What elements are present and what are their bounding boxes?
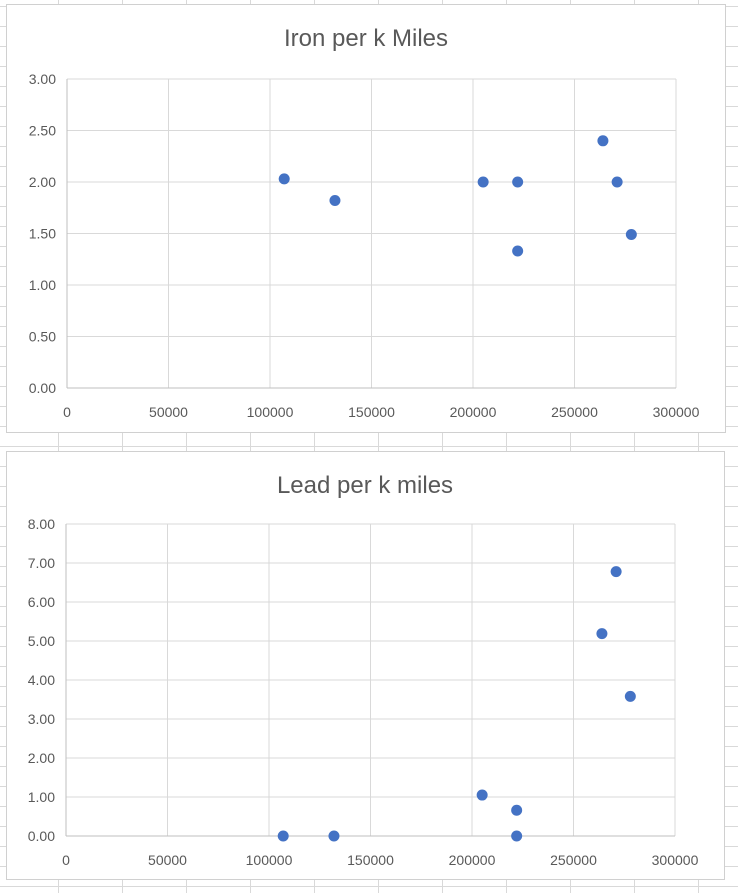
chart-title: Lead per k miles — [277, 472, 453, 499]
x-tick-label: 150000 — [347, 852, 394, 868]
data-points — [277, 566, 636, 842]
x-tick-label: 250000 — [551, 404, 598, 420]
x-tick-label: 50000 — [148, 852, 187, 868]
y-tick-label: 4.00 — [28, 672, 55, 688]
data-point[interactable] — [512, 245, 524, 257]
x-tick-label: 300000 — [653, 404, 700, 420]
y-tick-label: 1.00 — [29, 277, 56, 293]
iron-chart[interactable]: Iron per k Miles 0.00 0.50 1.00 1.50 2.00 2.5… — [6, 4, 726, 433]
data-point[interactable] — [328, 830, 340, 842]
data-point[interactable] — [597, 135, 609, 147]
iron-chart-svg: Iron per k Miles 0.00 0.50 1.00 1.50 2.00 2.5… — [29, 25, 700, 420]
y-tick-label: 2.50 — [29, 123, 56, 139]
data-point[interactable] — [278, 173, 290, 185]
y-tick-label: 2.00 — [28, 750, 55, 766]
x-tick-label: 0 — [63, 404, 71, 420]
x-tick-label: 0 — [62, 852, 70, 868]
data-point[interactable] — [596, 628, 608, 640]
x-tick-label: 300000 — [652, 852, 699, 868]
data-points — [278, 135, 637, 257]
lead-chart-svg: Lead per k miles 0.00 1.00 2.00 3.00 4.00 5.0… — [28, 472, 699, 868]
x-tick-label: 100000 — [247, 404, 294, 420]
y-tick-label: 8.00 — [28, 516, 55, 532]
data-point[interactable] — [625, 229, 637, 241]
data-point[interactable] — [512, 176, 524, 188]
data-point[interactable] — [476, 789, 488, 801]
gridlines — [66, 523, 676, 836]
data-point[interactable] — [611, 176, 623, 188]
chart-title: Iron per k Miles — [284, 25, 448, 52]
x-tick-label: 100000 — [246, 852, 293, 868]
y-tick-label: 1.50 — [29, 226, 56, 242]
y-tick-label: 6.00 — [28, 594, 55, 610]
lead-chart[interactable]: Lead per k miles 0.00 1.00 2.00 3.00 4.00 5.0… — [6, 451, 725, 880]
data-point[interactable] — [329, 195, 341, 207]
y-tick-label: 0.50 — [29, 329, 56, 345]
x-tick-label: 200000 — [449, 852, 496, 868]
data-point[interactable] — [277, 830, 289, 842]
x-tick-label: 50000 — [149, 404, 188, 420]
x-tick-label: 200000 — [450, 404, 497, 420]
data-point[interactable] — [624, 690, 636, 702]
data-point[interactable] — [511, 804, 523, 816]
y-tick-label: 2.00 — [29, 174, 56, 190]
data-point[interactable] — [511, 830, 523, 842]
data-point[interactable] — [477, 176, 489, 188]
x-tick-label: 250000 — [550, 852, 597, 868]
y-tick-label: 3.00 — [29, 71, 56, 87]
y-tick-label: 0.00 — [29, 380, 56, 396]
y-tick-label: 3.00 — [28, 711, 55, 727]
y-tick-label: 1.00 — [28, 789, 55, 805]
y-tick-label: 5.00 — [28, 633, 55, 649]
y-tick-label: 0.00 — [28, 828, 55, 844]
gridlines — [67, 78, 677, 388]
data-point[interactable] — [610, 566, 622, 578]
x-tick-label: 150000 — [348, 404, 395, 420]
y-tick-label: 7.00 — [28, 555, 55, 571]
